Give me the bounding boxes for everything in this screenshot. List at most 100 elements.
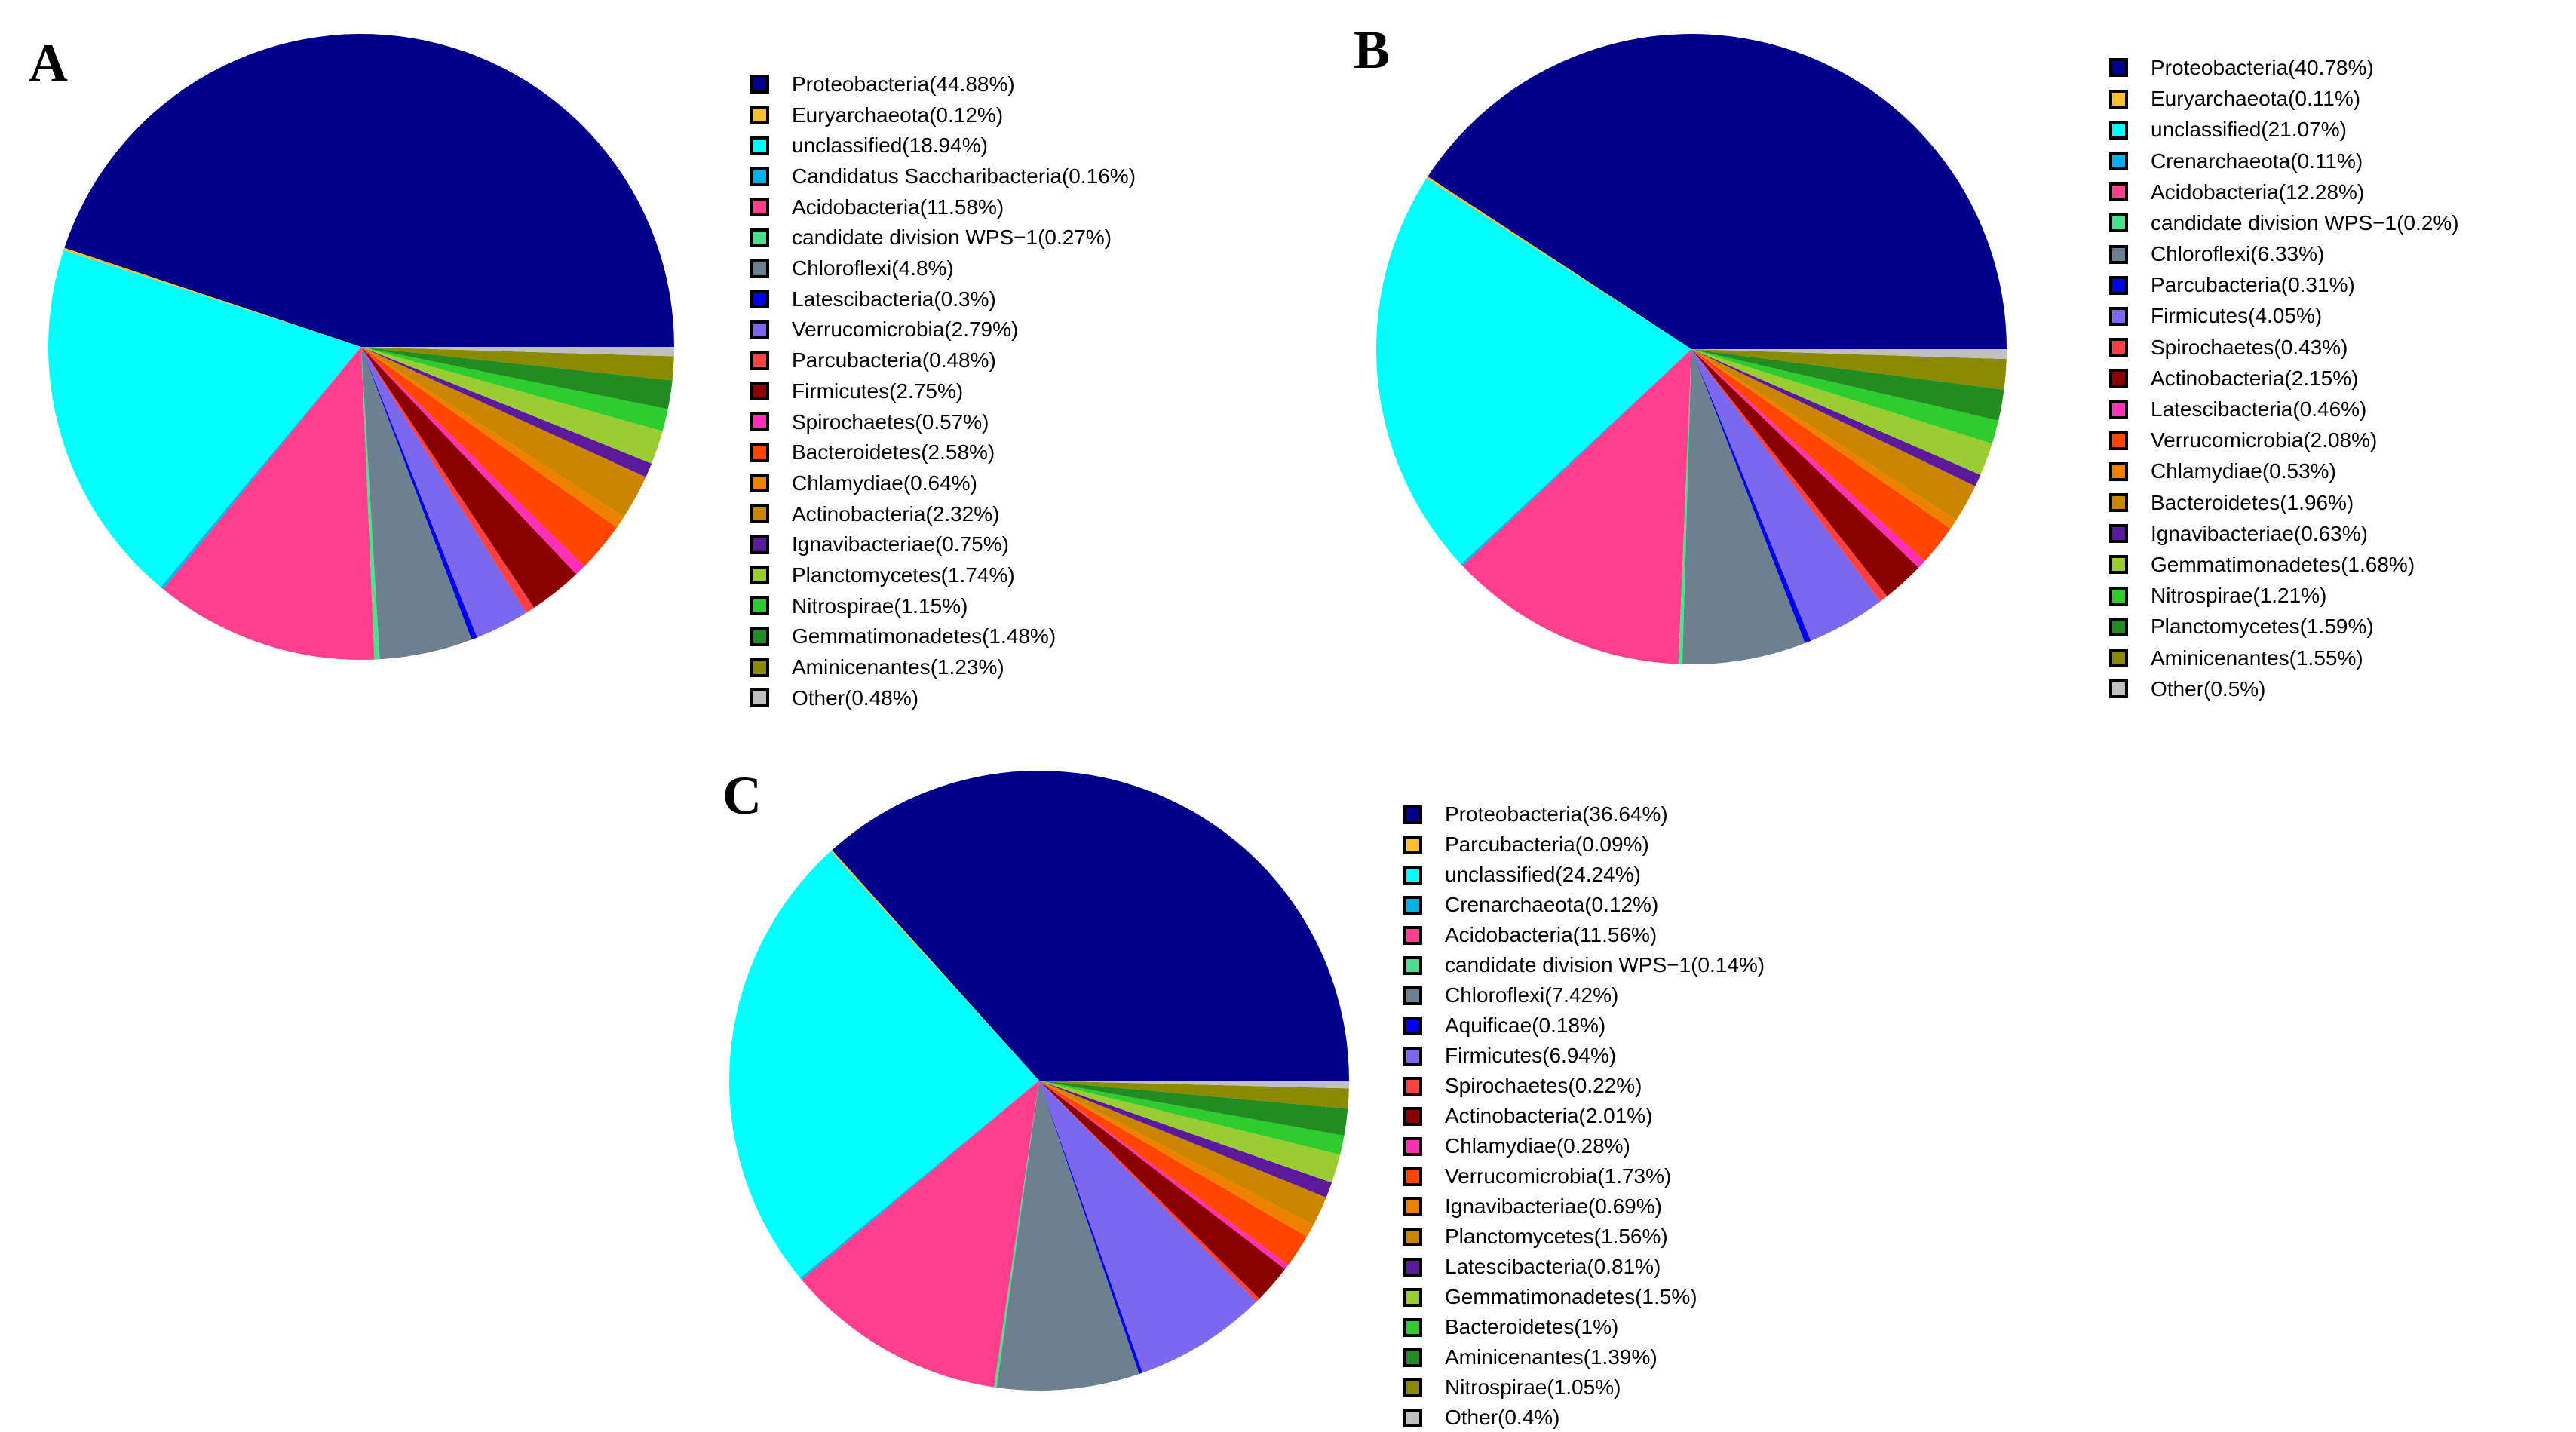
pie-slice-a-ignavibacteriae [361, 347, 652, 477]
legend-label: Aminicenantes(1.23%) [792, 655, 1004, 679]
legend-item: Spirochaetes(0.22%) [1403, 1071, 1765, 1101]
legend-label: Parcubacteria(0.31%) [2151, 273, 2355, 297]
pie-slice-a-other [361, 347, 674, 357]
legend-label: candidate division WPS−1(0.27%) [792, 225, 1112, 250]
pie-slice-b-actinobacteria [1691, 349, 1919, 596]
legend-label: Gemmatimonadetes(1.68%) [2151, 552, 2415, 576]
legend-label: Spirochaetes(0.22%) [1445, 1074, 1642, 1097]
pie-slice-c-planctomycetes [1039, 1081, 1326, 1225]
legend-label: Gemmatimonadetes(1.5%) [1445, 1285, 1697, 1308]
pie-slice-c-verrucomicrobia [1039, 1081, 1308, 1265]
legend-item: Actinobacteria(2.15%) [2109, 363, 2459, 394]
legend-swatch [1403, 986, 1422, 1005]
legend-swatch [1403, 1317, 1422, 1337]
legend-label: Actinobacteria(2.15%) [2151, 366, 2359, 390]
legend-c: Proteobacteria(36.64%) Parcubacteria(0.09… [1403, 799, 1765, 1432]
pie-slice-a-bacteroidetes [361, 347, 617, 567]
pie-slice-c-aquificae [1039, 1081, 1143, 1374]
legend-item: Ignavibacteriae(0.75%) [750, 529, 1136, 560]
legend-item: Acidobacteria(11.56%) [1403, 920, 1765, 950]
legend-label: Latescibacteria(0.81%) [1445, 1255, 1661, 1278]
legend-swatch [2109, 679, 2128, 699]
legend-label: Euryarchaeota(0.11%) [2151, 87, 2361, 111]
pie-slice-a-aminicenantes [361, 347, 674, 381]
legend-item: Chloroflexi(4.8%) [750, 253, 1136, 284]
panel-label-b: B [1354, 20, 1391, 80]
pie-slice-a-planctomycetes [361, 347, 663, 464]
legend-item: Verrucomicrobia(1.73%) [1403, 1161, 1765, 1191]
legend-swatch [1403, 1257, 1422, 1277]
legend-label: Actinobacteria(2.32%) [792, 501, 1000, 526]
legend-swatch [2109, 617, 2128, 636]
legend-label: Aquificae(0.18%) [1445, 1013, 1606, 1037]
legend-item: Gemmatimonadetes(1.5%) [1403, 1282, 1765, 1312]
legend-label: Planctomycetes(1.74%) [792, 563, 1015, 587]
legend-swatch [2109, 555, 2128, 575]
legend-swatch [750, 504, 769, 524]
legend-item: Chlamydiae(0.53%) [2109, 456, 2459, 487]
legend-swatch [750, 259, 769, 278]
legend-item: Spirochaetes(0.43%) [2109, 332, 2459, 363]
legend-item: Firmicutes(4.05%) [2109, 301, 2459, 332]
pie-slice-c-chloroflexi [996, 1081, 1139, 1391]
pie-slice-c-bacteroidetes [1039, 1081, 1345, 1155]
legend-item: Nitrospirae(1.05%) [1403, 1372, 1765, 1403]
legend-swatch [2109, 306, 2128, 326]
legend-item: Other(0.4%) [1403, 1403, 1765, 1432]
pie-slice-c-firmicutes [1039, 1081, 1256, 1373]
legend-swatch [1403, 805, 1422, 824]
pie-slice-a-euryarchaeota [63, 247, 361, 347]
legend-swatch [1403, 1016, 1422, 1035]
legend-label: Candidatus Saccharibacteria(0.16%) [792, 164, 1136, 189]
legend-swatch [2109, 58, 2128, 78]
legend-swatch [2109, 461, 2128, 481]
legend-label: Chloroflexi(7.42%) [1445, 983, 1619, 1007]
legend-item: unclassified(21.07%) [2109, 115, 2459, 146]
legend-label: Ignavibacteriae(0.69%) [1445, 1194, 1662, 1218]
legend-swatch [1403, 1408, 1422, 1427]
legend-label: Nitrospirae(1.05%) [1445, 1375, 1621, 1399]
legend-swatch [2109, 400, 2128, 419]
legend-item: Proteobacteria(44.88%) [750, 69, 1136, 100]
legend-item: Ignavibacteriae(0.69%) [1403, 1191, 1765, 1222]
legend-label: Acidobacteria(12.28%) [2151, 179, 2365, 204]
legend-label: unclassified(18.94%) [792, 133, 988, 158]
legend-label: Planctomycetes(1.56%) [1445, 1225, 1668, 1248]
legend-swatch [750, 106, 769, 125]
legend-item: Other(0.48%) [750, 682, 1136, 713]
legend-swatch [750, 535, 769, 554]
pie-slice-a-spirochaetes [361, 347, 584, 575]
legend-swatch [2109, 182, 2128, 202]
legend-label: Gemmatimonadetes(1.48%) [792, 624, 1056, 649]
pie-slice-b-candidate-division-wps-1 [1678, 349, 1691, 664]
legend-item: Planctomycetes(1.74%) [750, 560, 1136, 591]
legend-item: Proteobacteria(40.78%) [2109, 52, 2459, 83]
legend-label: Chloroflexi(4.8%) [792, 256, 954, 281]
legend-item: Latescibacteria(0.81%) [1403, 1252, 1765, 1282]
legend-swatch [2109, 493, 2128, 513]
pie-slice-a-acidobacteria [163, 347, 375, 661]
legend-swatch [750, 228, 769, 247]
legend-swatch [750, 596, 769, 616]
legend-item: Gemmatimonadetes(1.68%) [2109, 549, 2459, 580]
pie-slice-c-unclassified [729, 851, 1039, 1278]
pie-slice-b-other [1691, 349, 2007, 360]
legend-swatch [2109, 244, 2128, 264]
legend-label: Latescibacteria(0.3%) [792, 287, 996, 311]
pie-slice-b-ignavibacteriae [1691, 349, 1981, 486]
legend-label: Bacteroidetes(2.58%) [792, 440, 995, 465]
legend-item: Parcubacteria(0.09%) [1403, 829, 1765, 860]
legend-label: Planctomycetes(1.59%) [2151, 615, 2374, 639]
legend-swatch [750, 136, 769, 155]
legend-item: Chlamydiae(0.64%) [750, 468, 1136, 499]
legend-item: Gemmatimonadetes(1.48%) [750, 621, 1136, 652]
pie-slice-a-chlamydiae [361, 347, 624, 528]
legend-item: Crenarchaeota(0.11%) [2109, 146, 2459, 176]
legend-label: Latescibacteria(0.46%) [2151, 397, 2367, 422]
legend-item: Planctomycetes(1.59%) [2109, 612, 2459, 642]
legend-swatch [2109, 524, 2128, 544]
legend-swatch [1403, 1227, 1422, 1246]
pie-slice-b-planctomycetes [1691, 349, 2004, 421]
legend-item: Firmicutes(6.94%) [1403, 1041, 1765, 1071]
